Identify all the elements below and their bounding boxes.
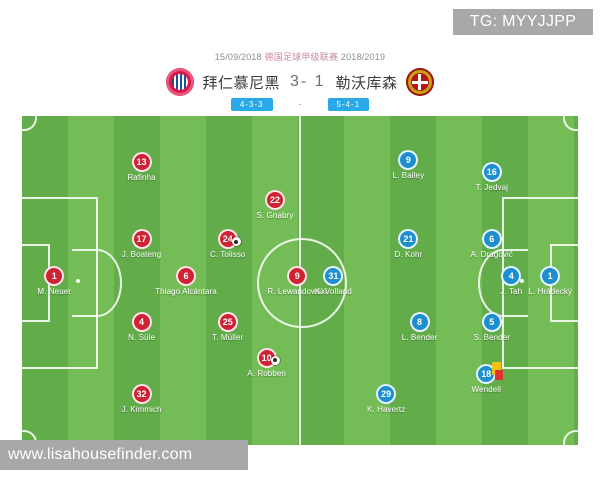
red-card-icon [495, 370, 504, 381]
pitch: 1 M. Neuer 13 Rafinha 17 J. Boateng 4 N. Süle 32… [22, 116, 578, 445]
scoreline: 拜仁慕尼黑 3- 1 勒沃库森 [0, 66, 600, 98]
corner-arc-bottom-left [22, 430, 37, 445]
player-number: 17 [131, 229, 152, 250]
site-watermark: www.lisahousefinder.com [0, 440, 248, 470]
away-team-name: 勒沃库森 [335, 74, 398, 92]
center-circle [257, 237, 347, 328]
player-name: N. Süle [128, 332, 155, 342]
bayern-munich-crest-icon [166, 68, 195, 96]
player-number: 9 [287, 265, 308, 286]
player-name: M. Neuer [37, 286, 72, 296]
player-number: 1 [540, 265, 561, 286]
player-name: T. Müller [212, 332, 244, 342]
player-number: 16 [481, 161, 502, 182]
penalty-spot-left [76, 278, 80, 283]
player-number: 5 [481, 311, 502, 332]
player-number: 25 [217, 311, 238, 332]
player-name: K. Volland [314, 286, 352, 296]
player-number: 6 [481, 229, 502, 250]
player-name: R. Lewandowski [267, 286, 328, 296]
match-score: 3- 1 [289, 73, 326, 90]
goal-ball-icon [270, 355, 280, 365]
player-name: Rafinha [127, 173, 156, 183]
player-name: D. Kohr [394, 250, 423, 260]
player-name: S. Bender [473, 332, 511, 342]
match-date: 15/09/2018 [214, 52, 262, 62]
player-name: T. Jedvaj [475, 182, 509, 192]
away-formation-badge: 5-4-1 [327, 97, 370, 111]
tg-tag: TG: MYYJJPP [453, 9, 593, 35]
yellow-card-icon [492, 362, 504, 381]
penalty-arc-right [478, 248, 528, 317]
player-number: 22 [264, 189, 285, 210]
match-header: 15/09/2018 德国足球甲级联赛 2018/2019 拜仁慕尼黑 3- 1… [0, 0, 600, 116]
player-name: J. Tah [500, 286, 523, 296]
player-name: K. Havertz [367, 405, 406, 414]
player-number: 31 [323, 265, 344, 286]
player-name: Wendell [471, 385, 501, 395]
player-number: 9 [398, 150, 419, 171]
player-number: 4 [131, 311, 152, 332]
home-team-name: 拜仁慕尼黑 [202, 74, 280, 92]
player-name: L. Bailey [392, 171, 425, 181]
match-meta: 15/09/2018 德国足球甲级联赛 2018/2019 [0, 50, 600, 63]
player-number: 29 [376, 384, 397, 404]
penalty-spot-right [520, 278, 524, 283]
player-number: 21 [398, 229, 419, 250]
player-name: Thiago Alcántara [155, 286, 217, 296]
corner-arc-top-right [563, 116, 578, 131]
player-number: 13 [131, 152, 152, 173]
player-name: J. Boateng [121, 250, 162, 260]
player-number: 4 [501, 265, 522, 286]
season-label: 2018/2019 [340, 52, 386, 62]
competition-name: 德国足球甲级联赛 [264, 52, 339, 62]
player-name: C. Tolisso [209, 250, 246, 260]
formation-separator: - [298, 99, 302, 109]
home-formation-badge: 4-3-3 [230, 97, 273, 111]
corner-arc-top-left [22, 116, 37, 131]
player-number: 6 [176, 265, 197, 286]
player-name: A. Robben [247, 368, 286, 378]
formations: 4-3-3 - 5-4-1 [0, 96, 600, 112]
player-name: L. Bender [401, 332, 438, 342]
player-name: A. Dragović [470, 250, 514, 260]
bayer-leverkusen-crest-icon [405, 68, 434, 96]
penalty-arc-left [72, 248, 122, 317]
player-name: J. Kimmich [121, 405, 162, 414]
corner-arc-bottom-right [563, 430, 578, 445]
player-number: 1 [44, 265, 65, 286]
player-number: 32 [131, 384, 152, 404]
player-number: 8 [409, 311, 430, 332]
goal-ball-icon [231, 237, 241, 247]
player-number: 18 [476, 364, 497, 385]
player-name: S. Gnabry [256, 210, 294, 220]
player-name: L. Hrádecký [528, 286, 573, 296]
